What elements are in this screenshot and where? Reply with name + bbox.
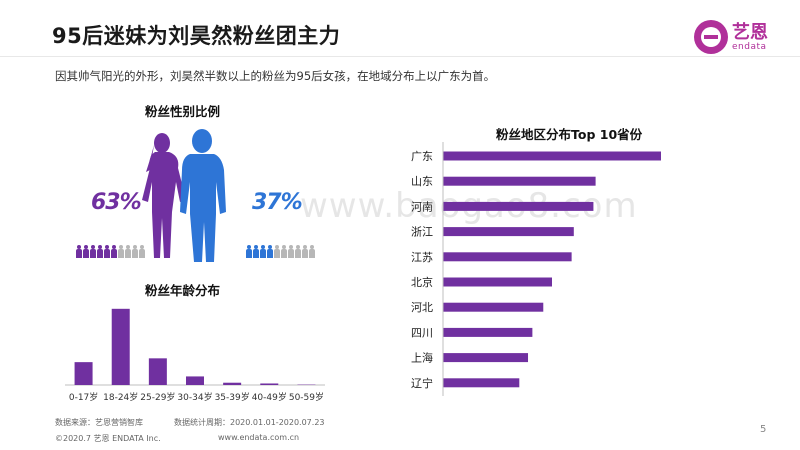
page-number: 5 xyxy=(760,424,767,435)
person-icon xyxy=(125,245,131,258)
region-label: 辽宁 xyxy=(411,376,433,390)
page-title: 95后迷妹为刘昊然粉丝团主力 xyxy=(52,24,341,48)
person-icon xyxy=(132,245,138,258)
age-bar xyxy=(148,358,167,385)
person-icon xyxy=(111,245,117,258)
person-icon xyxy=(104,245,110,258)
female-percent-label: 63% xyxy=(91,190,142,215)
person-icon xyxy=(253,245,259,258)
region-bar xyxy=(443,277,552,287)
person-icon xyxy=(281,245,287,258)
region-label: 四川 xyxy=(411,326,433,339)
region-label: 山东 xyxy=(411,175,433,188)
region-bar xyxy=(443,176,596,186)
logo-text-en: endata xyxy=(732,42,767,52)
age-bar xyxy=(186,376,204,385)
age-tick-label: 30-34岁 xyxy=(177,391,212,403)
male-percent-label: 37% xyxy=(252,190,303,215)
data-period: 数据统计周期：2020.01.01-2020.07.23 xyxy=(174,418,325,427)
region-bar xyxy=(443,378,520,388)
region-label: 江苏 xyxy=(411,251,433,264)
person-icon xyxy=(76,245,82,258)
person-icon xyxy=(302,245,308,258)
age-chart-title: 粉丝年龄分布 xyxy=(145,283,221,298)
female-people-icons xyxy=(76,243,146,258)
website-link[interactable]: www.endata.com.cn xyxy=(218,433,300,442)
region-label: 河南 xyxy=(411,200,433,213)
region-label: 河北 xyxy=(411,301,433,314)
age-tick-label: 18-24岁 xyxy=(103,391,138,403)
gender-chart-title: 粉丝性别比例 xyxy=(145,104,221,119)
region-label: 广东 xyxy=(411,150,433,163)
person-icon xyxy=(260,245,266,258)
age-tick-label: 25-29岁 xyxy=(140,391,175,403)
age-tick-label: 0-17岁 xyxy=(69,391,98,403)
region-bar xyxy=(443,227,574,237)
age-tick-label: 50-59岁 xyxy=(289,391,324,403)
endata-logo-icon xyxy=(694,20,728,54)
person-icon xyxy=(274,245,280,258)
region-bar xyxy=(443,327,533,337)
person-icon xyxy=(97,245,103,258)
region-label: 上海 xyxy=(411,351,433,365)
person-icon xyxy=(118,245,124,258)
region-bar xyxy=(443,353,529,363)
age-bar xyxy=(111,308,130,385)
person-icon xyxy=(139,245,145,258)
person-icon xyxy=(295,245,301,258)
region-label: 浙江 xyxy=(411,226,433,239)
age-tick-label: 40-49岁 xyxy=(252,391,287,403)
region-bar xyxy=(443,201,594,211)
person-icon xyxy=(267,245,273,258)
copyright: ©2020.7 艺恩 ENDATA Inc. xyxy=(55,434,161,443)
male-people-icons xyxy=(246,243,316,258)
age-bar xyxy=(260,383,279,385)
person-icon xyxy=(288,245,294,258)
region-bar xyxy=(443,302,544,312)
data-source: 数据来源：艺恩营销智库 xyxy=(55,418,143,427)
region-label: 北京 xyxy=(411,275,433,289)
age-bar xyxy=(223,382,242,385)
person-icon xyxy=(246,245,252,258)
age-tick-label: 35-39岁 xyxy=(215,391,250,403)
person-icon xyxy=(90,245,96,258)
header-divider xyxy=(0,56,800,57)
page-subtitle: 因其帅气阳光的外形，刘昊然半数以上的粉丝为95后女孩，在地域分布上以广东为首。 xyxy=(55,69,496,83)
region-bar xyxy=(443,252,572,262)
person-icon xyxy=(83,245,89,258)
region-chart-title: 粉丝地区分布Top 10省份 xyxy=(496,127,643,142)
logo-text-cn: 艺恩 xyxy=(732,22,768,43)
age-bar xyxy=(74,362,93,385)
region-bar xyxy=(443,151,661,161)
person-icon xyxy=(309,245,315,258)
endata-logo: 艺恩 endata xyxy=(694,18,784,56)
